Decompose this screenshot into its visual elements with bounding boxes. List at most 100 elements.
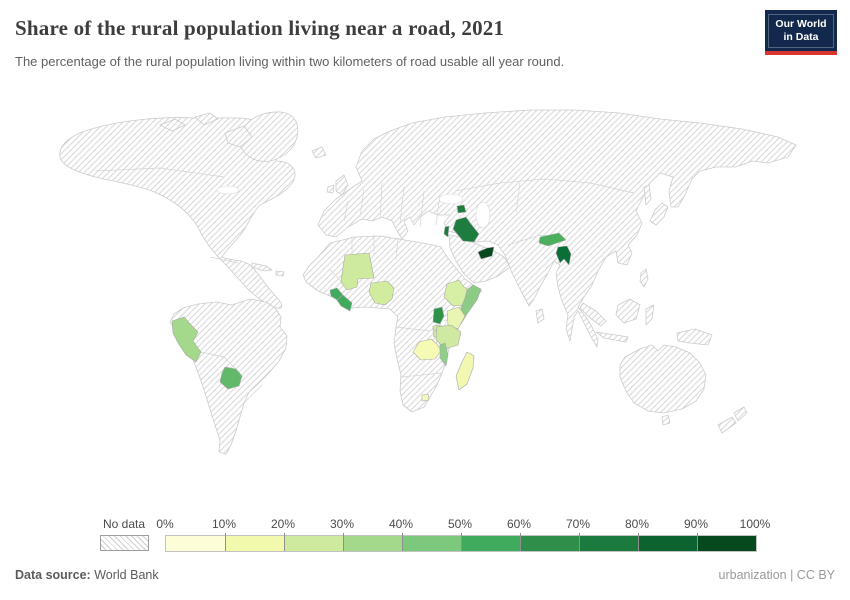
legend-tick-line bbox=[284, 533, 285, 551]
legend-color-bar bbox=[165, 533, 757, 552]
internal-borders bbox=[395, 326, 443, 378]
island-sakhalin bbox=[643, 184, 652, 206]
island-greenland bbox=[239, 111, 299, 162]
chart-subtitle: The percentage of the rural population l… bbox=[15, 54, 565, 69]
lake-great-lakes bbox=[216, 185, 240, 195]
continent-eurasia bbox=[317, 109, 797, 348]
country-nepal[interactable] bbox=[538, 232, 567, 247]
island-borneo bbox=[615, 298, 641, 324]
owid-logo-redbar bbox=[765, 51, 837, 56]
legend-tick-label: 40% bbox=[388, 517, 414, 531]
legend-bin-70-80%[interactable] bbox=[579, 536, 638, 551]
country-nigeria[interactable] bbox=[368, 280, 395, 306]
country-uganda[interactable] bbox=[432, 306, 445, 325]
country-paraguay[interactable] bbox=[219, 366, 243, 390]
owid-logo-line2: in Data bbox=[783, 31, 819, 44]
country-armenia[interactable] bbox=[456, 204, 467, 214]
island-sri-lanka bbox=[535, 308, 545, 324]
country-lesotho[interactable] bbox=[421, 393, 430, 402]
continent-north-america bbox=[59, 117, 296, 309]
country-uae[interactable] bbox=[477, 246, 495, 260]
country-bangladesh[interactable] bbox=[555, 245, 572, 266]
legend-tick-label: 10% bbox=[211, 517, 237, 531]
internal-borders bbox=[200, 351, 263, 404]
legend-tick-label: 60% bbox=[506, 517, 532, 531]
legend-bin-50-60%[interactable] bbox=[461, 536, 520, 551]
page-title: Share of the rural population living nea… bbox=[15, 16, 505, 40]
island-sulawesi bbox=[645, 304, 655, 326]
legend-tick-label: 100% bbox=[739, 517, 771, 531]
legend-tick-label: 50% bbox=[447, 517, 473, 531]
legend-tick-line bbox=[579, 533, 580, 551]
legend-tick-label: 30% bbox=[329, 517, 355, 531]
legend-bin-60-70%[interactable] bbox=[520, 536, 579, 551]
island-tasmania bbox=[661, 414, 671, 426]
arctic-island bbox=[159, 118, 186, 132]
legend-tick-line bbox=[225, 533, 226, 551]
internal-borders bbox=[94, 167, 225, 178]
country-mali[interactable] bbox=[340, 252, 375, 291]
legend-bin-80-90%[interactable] bbox=[638, 536, 697, 551]
legend-tick-line bbox=[697, 533, 698, 551]
legend-bin-10-20%[interactable] bbox=[225, 536, 284, 551]
data-source-label: Data source: bbox=[15, 568, 91, 582]
legend-bin-0-10%[interactable] bbox=[166, 536, 225, 551]
peninsula-arabia bbox=[448, 234, 511, 284]
legend-tick-line bbox=[343, 533, 344, 551]
data-source-value: World Bank bbox=[94, 568, 159, 582]
legend-ticks: 0% 10% 20% 30% 40% 50% 60% 70% 80% 90% 100% bbox=[156, 517, 770, 531]
island-hispaniola bbox=[275, 270, 285, 277]
country-zambia[interactable] bbox=[412, 338, 442, 361]
legend-tick-line bbox=[520, 533, 521, 551]
island-cuba bbox=[251, 262, 273, 272]
island-new-zealand-north bbox=[733, 406, 748, 422]
islands-philippines bbox=[639, 268, 649, 288]
country-somalia[interactable] bbox=[460, 284, 482, 325]
country-kenya[interactable] bbox=[446, 306, 466, 330]
islands-japan bbox=[649, 202, 669, 226]
country-malawi[interactable] bbox=[439, 342, 449, 367]
legend-tick-label: 70% bbox=[565, 517, 591, 531]
island-java bbox=[595, 331, 629, 343]
sea-caspian-sea bbox=[475, 201, 491, 229]
country-liberia[interactable] bbox=[336, 294, 353, 312]
island-great-britain bbox=[335, 174, 349, 196]
legend-tick-line bbox=[638, 533, 639, 551]
legend-bin-90-100%[interactable] bbox=[697, 536, 756, 551]
legend-tick-line bbox=[402, 533, 403, 551]
legend-tick-label: 90% bbox=[683, 517, 709, 531]
footer-attribution[interactable]: urbanization | CC BY bbox=[718, 568, 836, 582]
continent-australia bbox=[619, 344, 707, 414]
island-iceland bbox=[311, 146, 327, 159]
internal-borders bbox=[329, 235, 399, 283]
island-baffin bbox=[224, 125, 253, 148]
island-new-guinea bbox=[676, 328, 713, 346]
sea-black-sea bbox=[438, 193, 464, 205]
legend-tick-label: 0% bbox=[156, 517, 174, 531]
country-iraq[interactable] bbox=[452, 216, 480, 243]
country-madagascar[interactable] bbox=[455, 351, 475, 391]
owid-logo-text: Our World in Data bbox=[768, 14, 834, 49]
internal-borders bbox=[209, 256, 239, 264]
legend-tick-label: 20% bbox=[270, 517, 296, 531]
owid-logo-line1: Our World bbox=[775, 18, 827, 30]
arctic-island bbox=[194, 112, 219, 126]
country-peru[interactable] bbox=[171, 316, 202, 363]
island-new-zealand-south bbox=[717, 416, 737, 434]
country-tanzania[interactable] bbox=[435, 324, 462, 350]
legend-no-data-swatch[interactable] bbox=[100, 535, 149, 551]
legend-bin-40-50%[interactable] bbox=[402, 536, 461, 551]
legend-bin-20-30%[interactable] bbox=[284, 536, 343, 551]
owid-logo[interactable]: Our World in Data bbox=[765, 10, 837, 56]
world-map bbox=[59, 109, 797, 455]
legend-tick-line bbox=[461, 533, 462, 551]
legend-bin-30-40%[interactable] bbox=[343, 536, 402, 551]
island-ireland bbox=[326, 184, 335, 194]
legend-tick-label: 80% bbox=[624, 517, 650, 531]
legend-no-data-label: No data bbox=[102, 517, 146, 531]
footer-data-source: Data source: World Bank bbox=[15, 568, 159, 582]
internal-borders bbox=[343, 182, 441, 228]
island-sumatra bbox=[579, 302, 607, 327]
country-israel[interactable] bbox=[443, 225, 450, 238]
